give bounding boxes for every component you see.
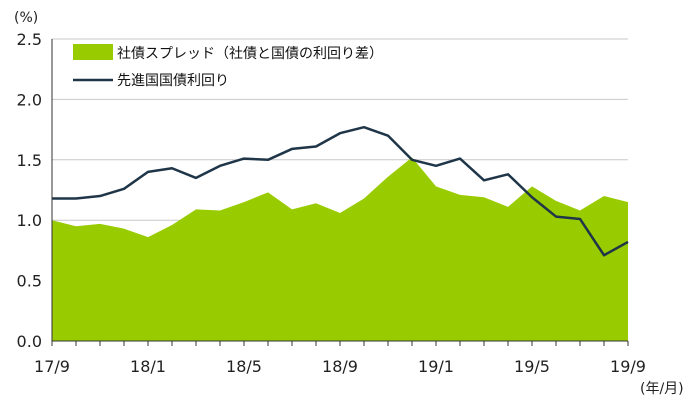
legend-swatch-area <box>73 44 113 60</box>
y-tick-label-2: 1.0 <box>17 211 42 230</box>
x-tick-label-5: 19/5 <box>514 357 550 376</box>
y-tick-label-1: 0.5 <box>17 272 42 291</box>
x-tick-label-6: 19/9 <box>610 357 646 376</box>
x-tick-label-0: 17/9 <box>34 357 70 376</box>
legend: 社債スプレッド（社債と国債の利回り差） 先進国国債利回り <box>73 44 383 89</box>
x-tick-label-3: 18/9 <box>322 357 358 376</box>
y-tick-label-5: 2.5 <box>17 30 42 49</box>
axes: 0.0 0.5 1.0 1.5 2.0 2.5 17/9 18/1 18/5 18/9 19/1 19… <box>17 30 646 376</box>
legend-label-area: 社債スプレッド（社債と国債の利回り差） <box>117 46 383 62</box>
series-layer <box>51 125 629 341</box>
y-tick-label-4: 2.0 <box>17 90 42 109</box>
y-unit-label: (%) <box>14 10 38 26</box>
y-tick-label-3: 1.5 <box>17 151 42 170</box>
x-tick-label-2: 18/5 <box>226 357 262 376</box>
y-tick-label-0: 0.0 <box>17 332 42 351</box>
legend-label-line: 先進国国債利回り <box>117 73 229 89</box>
x-unit-label: (年/月) <box>640 381 684 397</box>
x-tick-label-4: 19/1 <box>418 357 454 376</box>
area-series-spread <box>52 157 628 341</box>
x-tick-label-1: 18/1 <box>130 357 166 376</box>
